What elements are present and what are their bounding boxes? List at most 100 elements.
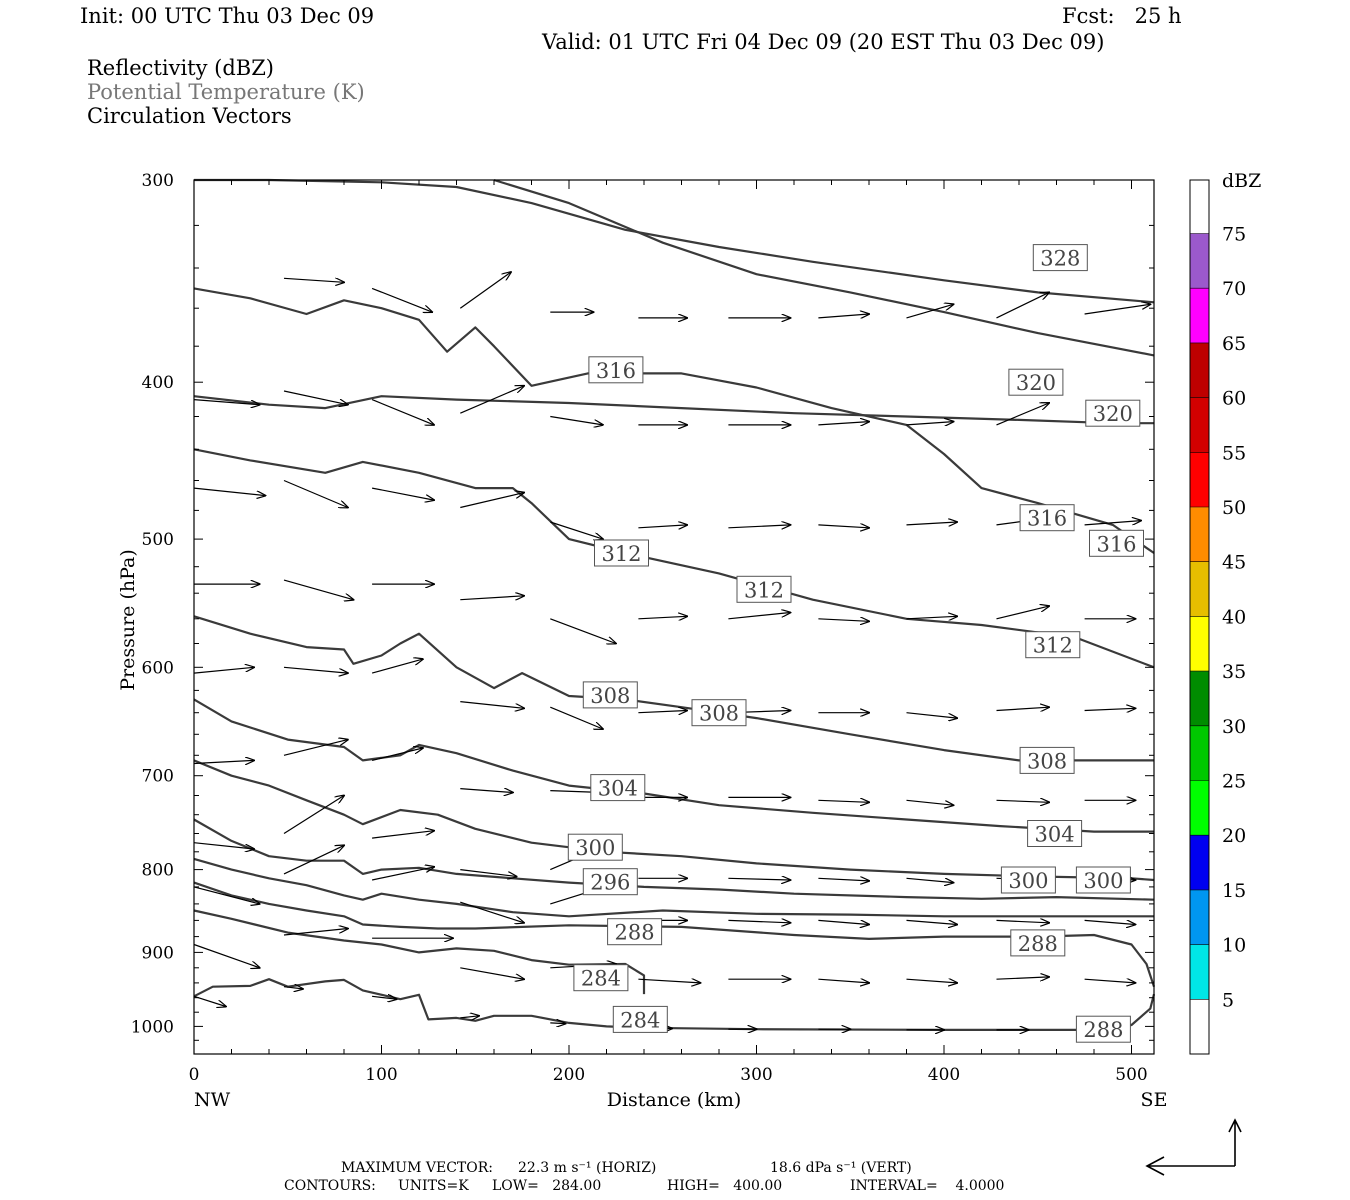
contour-label: 300 — [575, 836, 615, 860]
circulation-vector-72 — [818, 878, 869, 881]
circulation-vector-10 — [1084, 304, 1151, 315]
circulation-vector-84 — [906, 920, 958, 924]
contour-label-box — [1085, 399, 1141, 427]
forecast-hour: Fcst: 25 h — [1062, 4, 1182, 28]
theta-contour-13 — [193, 978, 1156, 1031]
colorbar-label: 5 — [1222, 989, 1234, 1011]
contour-label-box — [1032, 244, 1088, 272]
circulation-vector-63 — [996, 800, 1050, 802]
colorbar-cell — [1190, 233, 1209, 289]
contour-label: 308 — [1027, 749, 1067, 773]
y-axis-label: Pressure (hPa) — [117, 549, 139, 691]
circulation-vector-66 — [283, 796, 344, 835]
vector-key-horizontal-arrow — [1145, 1156, 1235, 1176]
colorbar-cell — [1190, 725, 1209, 781]
colorbar-label: 15 — [1222, 880, 1246, 902]
circulation-vector-20 — [996, 403, 1050, 426]
circulation-vector-43 — [193, 667, 254, 674]
circulation-vector-27 — [728, 525, 790, 528]
circulation-vector-33 — [283, 579, 353, 600]
colorbar-cell — [1190, 780, 1209, 836]
x-axis-label: Distance (km) — [607, 1089, 742, 1111]
theta-contour-11 — [193, 881, 1156, 988]
circulation-vector-55 — [283, 740, 348, 756]
circulation-vector-45 — [371, 659, 423, 674]
x-tick-label: 100 — [365, 1065, 397, 1085]
vector-key — [1145, 1118, 1242, 1176]
contour-label: 284 — [581, 967, 621, 991]
colorbar-label: 25 — [1222, 771, 1246, 793]
circulation-vector-77 — [283, 845, 344, 875]
colorbar-cell — [1190, 835, 1209, 890]
x-tick-label: 0 — [189, 1065, 200, 1085]
contour-label: 316 — [596, 359, 636, 383]
circulation-vector-62 — [906, 799, 954, 805]
circulation-vector-65 — [193, 842, 254, 849]
circulation-vector-85 — [996, 920, 1050, 922]
circulation-vector-54 — [193, 760, 254, 763]
circulation-vector-21 — [193, 487, 265, 496]
circulation-vector-18 — [818, 422, 869, 425]
colorbar-label: 75 — [1222, 224, 1246, 246]
field-circulation-vectors: Circulation Vectors — [87, 104, 292, 128]
contour-label-box — [567, 833, 623, 861]
contour-label-box — [691, 699, 747, 727]
theta-contour-2 — [493, 178, 1155, 357]
plot-frame — [193, 179, 1155, 1055]
contour-label: 312 — [744, 578, 784, 602]
colorbar-cell — [1190, 507, 1209, 562]
circulation-vector-76 — [193, 886, 260, 904]
contour-label-box — [1025, 631, 1081, 659]
y-tick-label: 700 — [142, 767, 174, 787]
colorbar-label: 45 — [1222, 552, 1246, 574]
circulation-vector-57 — [460, 789, 513, 793]
circulation-vector-19 — [906, 422, 954, 425]
contour-label: 316 — [1096, 532, 1136, 556]
circulation-vector-8 — [906, 304, 954, 319]
colorbar-label: 60 — [1222, 388, 1246, 410]
contour-label: 304 — [1035, 823, 1075, 847]
circulation-vector-101 — [460, 1016, 479, 1018]
circulation-vector-51 — [906, 712, 958, 718]
colorbar-cell — [1190, 342, 1209, 398]
footer-interval: INTERVAL= 4.0000 — [850, 1178, 1004, 1194]
theta-contour-10 — [193, 857, 1154, 918]
colorbar-label: 30 — [1222, 716, 1246, 738]
y-tick-label: 900 — [142, 943, 174, 963]
colorbar-cell — [1190, 397, 1209, 453]
circulation-vector-52 — [996, 707, 1050, 710]
footer-max-vector-label: MAXIMUM VECTOR: — [341, 1160, 493, 1176]
circulation-vector-90 — [460, 967, 524, 979]
circulation-vector-96 — [996, 977, 1050, 979]
colorbar-label: 10 — [1222, 935, 1246, 957]
contour-label: 304 — [598, 777, 638, 801]
circulation-vector-53 — [1084, 708, 1136, 710]
circulation-vector-7 — [818, 314, 869, 318]
contour-label-box — [588, 356, 644, 384]
contour-label: 284 — [620, 1008, 660, 1032]
circulation-vector-28 — [818, 525, 869, 528]
circulation-vector-56 — [371, 748, 423, 761]
colorbar-label: 55 — [1222, 442, 1246, 464]
circulation-vector-37 — [638, 616, 687, 619]
footer-high: HIGH= 400.00 — [667, 1178, 782, 1194]
circulation-vector-22 — [283, 479, 348, 508]
contour-label-box — [1027, 820, 1083, 847]
circulation-vector-92 — [638, 979, 700, 983]
contour-labels: 328 320 320 316 316 316 312 312 312 308 308 308 304 3… — [567, 244, 1144, 1043]
circulation-vector-88 — [283, 929, 348, 936]
circulation-vector-9 — [996, 292, 1050, 319]
y-tick-label: 800 — [142, 861, 174, 881]
circulation-vector-46 — [460, 701, 524, 709]
contour-label-box — [582, 681, 638, 709]
colorbar-label: 35 — [1222, 661, 1246, 683]
circulation-vector-39 — [818, 619, 869, 622]
circulation-vector-31 — [1084, 521, 1141, 526]
colorbar-cell — [1190, 180, 1209, 234]
contour-label: 300 — [1083, 869, 1123, 893]
colorbar-cell — [1190, 452, 1209, 507]
circulation-vector-13 — [371, 399, 434, 425]
contour-label: 320 — [1016, 371, 1056, 395]
y-tick-label: 400 — [142, 373, 174, 393]
colorbar-frame — [1189, 179, 1210, 1055]
